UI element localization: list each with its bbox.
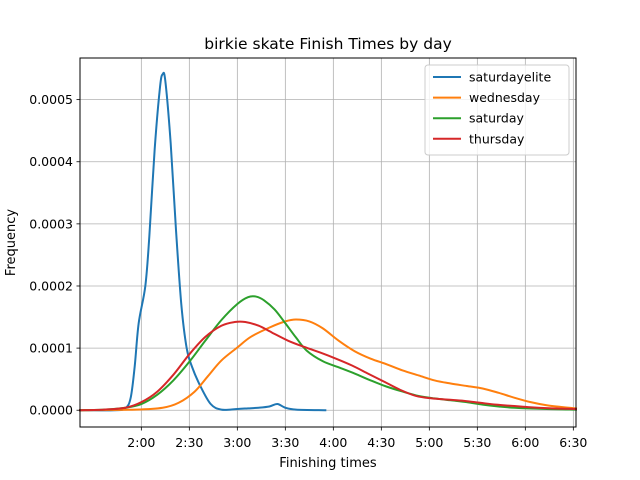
x-axis: 2:00 2:30 3:00 3:30 4:00 4:30 5:00 5:30 6:00 6:30 [127, 427, 587, 450]
y-tick-label: 0.0004 [29, 154, 73, 169]
x-tick-label: 2:00 [127, 435, 155, 450]
legend-label-saturdayelite: saturdayelite [469, 70, 551, 85]
y-tick-label: 0.0002 [29, 278, 73, 293]
legend-label-wednesday: wednesday [469, 90, 541, 105]
y-tick-label: 0.0003 [29, 216, 73, 231]
x-tick-label: 4:00 [319, 435, 347, 450]
y-axis: 0.0000 0.0001 0.0002 0.0003 0.0004 0.0005 [29, 92, 80, 418]
series-line-thursday [78, 320, 578, 412]
x-tick-label: 4:30 [367, 435, 395, 450]
x-tick-label: 6:30 [559, 435, 587, 450]
series-lines [78, 71, 578, 412]
legend-label-thursday: thursday [469, 131, 525, 146]
y-tick-label: 0.0001 [29, 341, 73, 356]
plot-frame [79, 57, 577, 428]
chart-title: birkie skate Finish Times by day [204, 35, 452, 53]
y-tick-label: 0.0005 [29, 92, 73, 107]
series-line-saturdayelite [78, 71, 327, 412]
x-axis-title: Finishing times [279, 456, 377, 471]
legend-label-saturday: saturday [469, 111, 525, 126]
legend-box [424, 64, 570, 156]
x-tick-label: 5:00 [415, 435, 443, 450]
series-line-wednesday [78, 318, 578, 412]
legend: saturdayelite wednesday saturday thursday [424, 64, 570, 156]
x-tick-label: 5:30 [463, 435, 491, 450]
y-tick-label: 0.0000 [29, 403, 73, 418]
x-tick-label: 2:30 [175, 435, 203, 450]
y-axis-title: Frequency [4, 209, 19, 276]
x-tick-label: 3:00 [223, 435, 251, 450]
x-tick-label: 3:30 [271, 435, 299, 450]
x-tick-label: 6:00 [511, 435, 539, 450]
